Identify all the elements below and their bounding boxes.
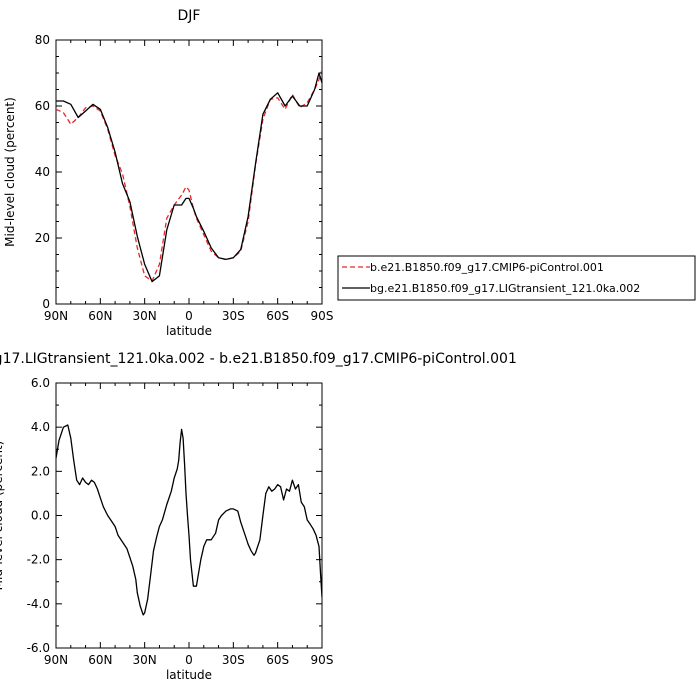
series-line-1 [56,424,322,616]
x-tick-label: 60S [266,309,289,323]
x-tick-label: 30N [133,653,157,667]
series-line-2 [56,72,322,283]
legend-label-1: b.e21.B1850.f09_g17.CMIP6-piControl.001 [370,261,604,274]
x-tick-label: 30S [222,653,245,667]
x-tick-label: 90S [311,309,334,323]
series-line-1 [56,69,322,282]
y-tick-label: 60 [35,99,50,113]
x-tick-label: 90N [44,653,68,667]
y-tick-label: -2.0 [27,553,50,567]
series-group [56,69,322,283]
x-tick-label: 60N [88,309,112,323]
legend-label-2: bg.e21.B1850.f09_g17.LIGtransient_121.0k… [370,282,640,295]
y-tick-label: -4.0 [27,597,50,611]
x-tick-label: 0 [185,653,193,667]
plot-frame [55,39,323,305]
x-axis-label: latitude [166,668,212,682]
legend: b.e21.B1850.f09_g17.CMIP6-piControl.001b… [337,255,696,301]
y-tick-label: 20 [35,231,50,245]
bottom-panel: bg.e21.B1850.f09_g17.LIGtransient_121.0k… [0,351,517,682]
x-tick-label: 60S [266,653,289,667]
x-tick-label: 90S [311,653,334,667]
series-group [56,424,322,616]
y-tick-label: 40 [35,165,50,179]
chart-title: bg.e21.B1850.f09_g17.LIGtransient_121.0k… [0,351,517,367]
x-tick-label: 30N [133,309,157,323]
y-tick-label: 6.0 [31,376,50,390]
y-tick-label: -6.0 [27,641,50,655]
top-panel: DJF 90N 60N 30N 0 30S 60S 90S 0 20 40 60 80 latitude M… [3,8,696,338]
plot-frame [55,382,323,649]
x-tick-label: 0 [185,309,193,323]
y-tick-label: 0 [42,297,50,311]
y-tick-label: 0.0 [31,509,50,523]
y-axis-label: Mid-level cloud (percent) [0,441,5,591]
y-axis-label: Mid-level cloud (percent) [3,97,17,247]
x-tick-label: 60N [88,653,112,667]
y-tick-label: 80 [35,33,50,47]
chart-title: DJF [178,8,201,24]
x-tick-label: 90N [44,309,68,323]
x-tick-label: 30S [222,309,245,323]
legend-box [337,255,696,301]
x-axis-label: latitude [166,324,212,338]
y-tick-label: 4.0 [31,420,50,434]
y-tick-label: 2.0 [31,464,50,478]
